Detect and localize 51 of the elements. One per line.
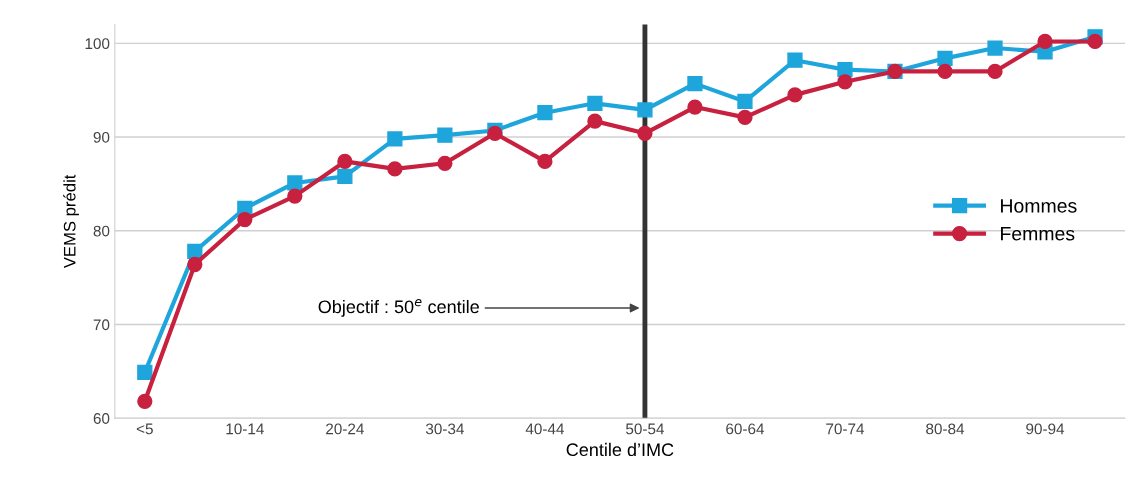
point	[637, 125, 653, 141]
y-axis-title: VEMS prédit	[63, 174, 79, 269]
point	[787, 87, 803, 103]
point	[737, 109, 753, 126]
point	[1037, 33, 1053, 50]
legend-label: Hommes	[1001, 199, 1077, 213]
point	[287, 188, 303, 204]
point	[937, 50, 953, 66]
point	[437, 127, 453, 143]
x-tick-label: 10-14	[226, 423, 264, 435]
point	[537, 105, 553, 121]
x-tick-label: 20-24	[326, 423, 364, 435]
point	[587, 95, 603, 111]
point	[187, 256, 203, 273]
point	[387, 131, 403, 147]
point	[637, 102, 653, 118]
point	[937, 63, 953, 80]
point	[837, 74, 853, 90]
x-axis-title: Centile d’IMC	[566, 442, 674, 457]
point	[137, 364, 153, 380]
point	[787, 52, 803, 68]
point	[537, 153, 553, 170]
x-tick-label: 80-84	[926, 423, 965, 435]
point	[737, 93, 753, 110]
point	[437, 155, 453, 171]
x-tick-label: 90-94	[1026, 423, 1065, 435]
point	[687, 99, 703, 115]
point	[287, 175, 303, 191]
legend-label: Femmes	[1001, 226, 1075, 241]
ref-line-label: Objectif : 50$^{e}$ centile	[318, 299, 479, 317]
y-tick-label: 60	[93, 413, 110, 424]
x-tick-label: 40-44	[525, 423, 564, 435]
point	[987, 40, 1003, 56]
y-tick-label: 80	[93, 225, 110, 237]
point	[587, 113, 603, 129]
point	[337, 168, 353, 185]
y-tick-label: 70	[93, 319, 110, 331]
point	[337, 153, 353, 170]
x-tick-label: 70-74	[826, 423, 865, 435]
point	[237, 211, 253, 228]
y-tick-label: 100	[85, 38, 110, 50]
x-tick-label: 30-34	[425, 423, 464, 435]
x-tick-label: 50-54	[626, 423, 665, 435]
point	[1087, 33, 1103, 50]
point	[137, 393, 153, 409]
x-tick-label: <5	[136, 423, 153, 435]
x-tick-label: 60-64	[726, 423, 765, 435]
point	[987, 63, 1003, 80]
point	[687, 76, 703, 92]
point	[387, 161, 403, 177]
y-tick-label: 90	[93, 131, 110, 143]
